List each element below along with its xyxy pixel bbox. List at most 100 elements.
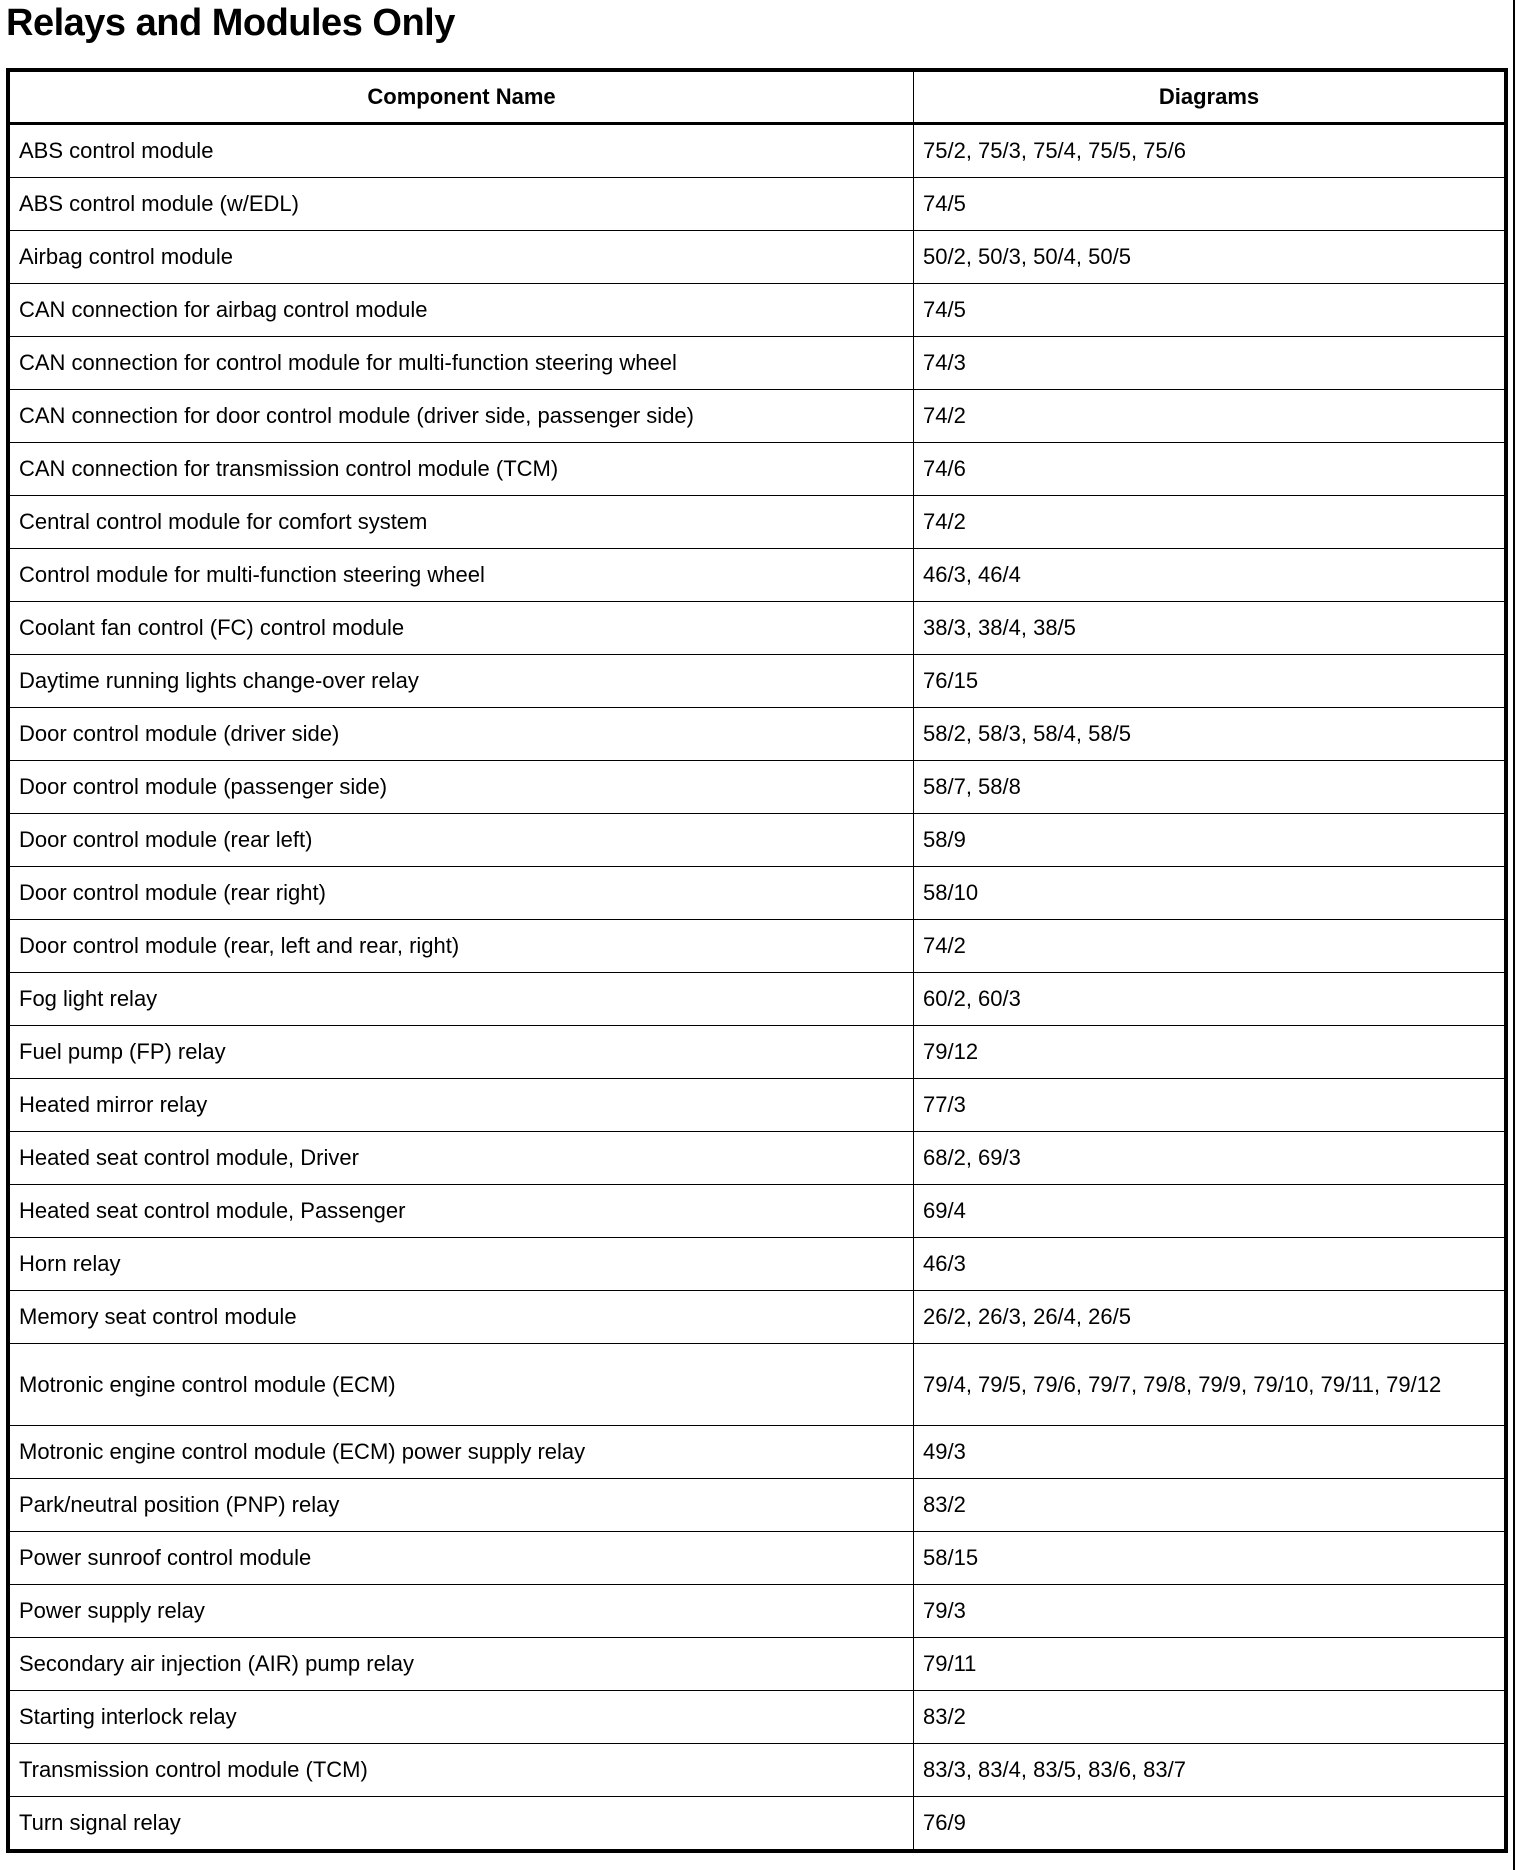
- diagrams-cell: 83/2: [913, 1478, 1507, 1532]
- component-name-cell: CAN connection for airbag control module: [7, 283, 914, 337]
- diagrams-cell: 60/2, 60/3: [913, 972, 1507, 1026]
- diagrams-cell: 74/2: [913, 919, 1507, 973]
- component-name-cell: Transmission control module (TCM): [7, 1743, 914, 1797]
- component-name-cell: Starting interlock relay: [7, 1690, 914, 1744]
- component-name-cell: CAN connection for control module for mu…: [7, 336, 914, 390]
- component-name-cell: ABS control module: [7, 123, 914, 178]
- diagrams-cell: 58/10: [913, 866, 1507, 920]
- component-name-cell: Central control module for comfort syste…: [7, 495, 914, 549]
- component-name-cell: Fuel pump (FP) relay: [7, 1025, 914, 1079]
- table-header-row: Component Name Diagrams: [7, 69, 1507, 125]
- diagrams-cell: 76/15: [913, 654, 1507, 708]
- component-name-cell: Control module for multi-function steeri…: [7, 548, 914, 602]
- component-name-cell: Door control module (driver side): [7, 707, 914, 761]
- table-row: Coolant fan control (FC) control module 3…: [7, 601, 1507, 655]
- component-name-cell: Door control module (rear right): [7, 866, 914, 920]
- table-row: Fog light relay 60/2, 60/3: [7, 972, 1507, 1026]
- table-row: Secondary air injection (AIR) pump relay…: [7, 1637, 1507, 1691]
- component-name-cell: Heated seat control module, Passenger: [7, 1184, 914, 1238]
- table-row: Airbag control module 50/2, 50/3, 50/4, 5…: [7, 230, 1507, 284]
- table-row: CAN connection for door control module (…: [7, 389, 1507, 443]
- table-row: Transmission control module (TCM) 83/3, 8…: [7, 1743, 1507, 1797]
- diagrams-cell: 83/2: [913, 1690, 1507, 1744]
- diagrams-cell: 38/3, 38/4, 38/5: [913, 601, 1507, 655]
- table-row: Memory seat control module 26/2, 26/3, 26…: [7, 1290, 1507, 1344]
- component-name-cell: ABS control module (w/EDL): [7, 177, 914, 231]
- component-name-cell: Secondary air injection (AIR) pump relay: [7, 1637, 914, 1691]
- diagrams-cell: 58/9: [913, 813, 1507, 867]
- diagrams-cell: 77/3: [913, 1078, 1507, 1132]
- diagrams-cell: 50/2, 50/3, 50/4, 50/5: [913, 230, 1507, 284]
- component-name-cell: CAN connection for transmission control …: [7, 442, 914, 496]
- component-name-cell: Door control module (passenger side): [7, 760, 914, 814]
- table-row: Motronic engine control module (ECM) 79/4…: [7, 1343, 1507, 1426]
- page-title: Relays and Modules Only: [6, 2, 455, 44]
- table-row: Fuel pump (FP) relay 79/12: [7, 1025, 1507, 1079]
- table-row: Door control module (rear right) 58/10: [7, 866, 1507, 920]
- component-name-cell: Turn signal relay: [7, 1796, 914, 1852]
- component-name-cell: Door control module (rear, left and rear…: [7, 919, 914, 973]
- table-row: Horn relay 46/3: [7, 1237, 1507, 1291]
- component-name-cell: Memory seat control module: [7, 1290, 914, 1344]
- diagrams-cell: 83/3, 83/4, 83/5, 83/6, 83/7: [913, 1743, 1507, 1797]
- diagrams-cell: 75/2, 75/3, 75/4, 75/5, 75/6: [913, 123, 1507, 178]
- table-row: Power supply relay 79/3: [7, 1584, 1507, 1638]
- table-row: Door control module (passenger side) 58/7…: [7, 760, 1507, 814]
- table-row: Heated seat control module, Passenger 69/…: [7, 1184, 1507, 1238]
- diagrams-cell: 26/2, 26/3, 26/4, 26/5: [913, 1290, 1507, 1344]
- component-name-cell: Power supply relay: [7, 1584, 914, 1638]
- table-row: Power sunroof control module 58/15: [7, 1531, 1507, 1585]
- diagrams-cell: 79/12: [913, 1025, 1507, 1079]
- diagrams-cell: 46/3, 46/4: [913, 548, 1507, 602]
- diagrams-cell: 58/15: [913, 1531, 1507, 1585]
- diagrams-cell: 74/5: [913, 283, 1507, 337]
- table-row: ABS control module (w/EDL) 74/5: [7, 177, 1507, 231]
- component-name-cell: Heated mirror relay: [7, 1078, 914, 1132]
- diagrams-cell: 69/4: [913, 1184, 1507, 1238]
- table-row: Daytime running lights change-over relay…: [7, 654, 1507, 708]
- table-row: CAN connection for control module for mu…: [7, 336, 1507, 390]
- component-name-cell: Motronic engine control module (ECM) pow…: [7, 1425, 914, 1479]
- component-name-cell: Park/neutral position (PNP) relay: [7, 1478, 914, 1532]
- table-row: Central control module for comfort syste…: [7, 495, 1507, 549]
- page-border: [1513, 0, 1515, 1870]
- table-row: Door control module (driver side) 58/2, 5…: [7, 707, 1507, 761]
- component-name-cell: Coolant fan control (FC) control module: [7, 601, 914, 655]
- component-name-cell: Power sunroof control module: [7, 1531, 914, 1585]
- table-row: Heated seat control module, Driver 68/2, …: [7, 1131, 1507, 1185]
- table-row: Door control module (rear, left and rear…: [7, 919, 1507, 973]
- header-component-name: Component Name: [7, 69, 914, 125]
- diagrams-cell: 74/5: [913, 177, 1507, 231]
- diagrams-cell: 49/3: [913, 1425, 1507, 1479]
- table-row: Door control module (rear left) 58/9: [7, 813, 1507, 867]
- component-name-cell: Horn relay: [7, 1237, 914, 1291]
- diagrams-cell: 74/2: [913, 389, 1507, 443]
- diagrams-cell: 68/2, 69/3: [913, 1131, 1507, 1185]
- table-row: CAN connection for airbag control module…: [7, 283, 1507, 337]
- table-row: Control module for multi-function steeri…: [7, 548, 1507, 602]
- table-row: Starting interlock relay 83/2: [7, 1690, 1507, 1744]
- diagrams-cell: 74/6: [913, 442, 1507, 496]
- component-name-cell: Daytime running lights change-over relay: [7, 654, 914, 708]
- diagrams-cell: 46/3: [913, 1237, 1507, 1291]
- table-row: Motronic engine control module (ECM) pow…: [7, 1425, 1507, 1479]
- components-table: Component Name Diagrams ABS control modu…: [6, 68, 1508, 1853]
- diagrams-cell: 74/2: [913, 495, 1507, 549]
- component-name-cell: Door control module (rear left): [7, 813, 914, 867]
- diagrams-cell: 74/3: [913, 336, 1507, 390]
- table-row: CAN connection for transmission control …: [7, 442, 1507, 496]
- component-name-cell: Fog light relay: [7, 972, 914, 1026]
- diagrams-cell: 79/3: [913, 1584, 1507, 1638]
- table-row: Park/neutral position (PNP) relay 83/2: [7, 1478, 1507, 1532]
- table-row: Turn signal relay 76/9: [7, 1796, 1507, 1852]
- diagrams-cell: 76/9: [913, 1796, 1507, 1852]
- component-name-cell: CAN connection for door control module (…: [7, 389, 914, 443]
- table-row: ABS control module 75/2, 75/3, 75/4, 75/5…: [7, 123, 1507, 178]
- diagrams-cell: 58/7, 58/8: [913, 760, 1507, 814]
- diagrams-cell: 79/4, 79/5, 79/6, 79/7, 79/8, 79/9, 79/1…: [913, 1343, 1507, 1426]
- table-row: Heated mirror relay 77/3: [7, 1078, 1507, 1132]
- header-diagrams: Diagrams: [913, 69, 1507, 125]
- diagrams-cell: 58/2, 58/3, 58/4, 58/5: [913, 707, 1507, 761]
- component-name-cell: Motronic engine control module (ECM): [7, 1343, 914, 1426]
- component-name-cell: Heated seat control module, Driver: [7, 1131, 914, 1185]
